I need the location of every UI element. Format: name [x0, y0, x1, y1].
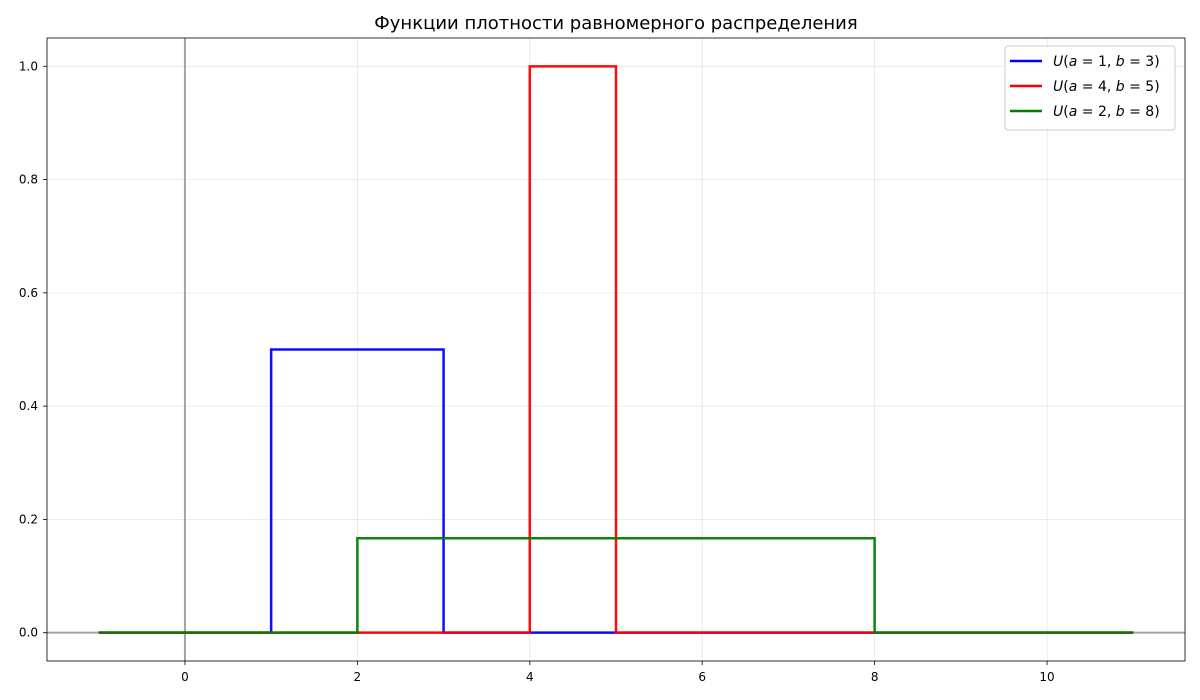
legend-label-3: U(a = 2, b = 8)	[1053, 104, 1160, 120]
x-tick-label-1: 2	[354, 670, 362, 684]
y-tick-label-5: 1.0	[19, 59, 38, 73]
y-tick-label-2: 0.4	[19, 399, 38, 413]
plot-frame	[46, 37, 1186, 662]
x-tick-label-2: 4	[526, 670, 534, 684]
x-tick-label-4: 8	[871, 670, 879, 684]
series-line-2	[98, 65, 1134, 634]
series-line-3	[98, 537, 1134, 634]
y-tick-label-1: 0.2	[19, 512, 38, 526]
legend-label-1: U(a = 1, b = 3)	[1053, 54, 1160, 70]
series-lines	[98, 65, 1134, 634]
chart-title: Функции плотности равномерного распредел…	[374, 13, 857, 34]
y-tick-label-0: 0.0	[19, 626, 38, 640]
axes	[43, 37, 1186, 665]
legend: U(a = 1, b = 3) U(a = 4, b = 5) U(a = 2, b…	[1004, 45, 1176, 131]
y-tick-label-3: 0.6	[19, 286, 38, 300]
x-tick-label-0: 0	[181, 670, 189, 684]
tick-labels: 0 2 4 6 8 10 0.0 0.2 0.4 0.6 0.8 1.0	[19, 59, 1055, 684]
y-tick-label-4: 0.8	[19, 173, 38, 187]
legend-label-2: U(a = 4, b = 5)	[1053, 79, 1160, 95]
x-tick-label-3: 6	[698, 670, 706, 684]
legend-box	[1004, 45, 1176, 131]
x-tick-label-5: 10	[1039, 670, 1054, 684]
